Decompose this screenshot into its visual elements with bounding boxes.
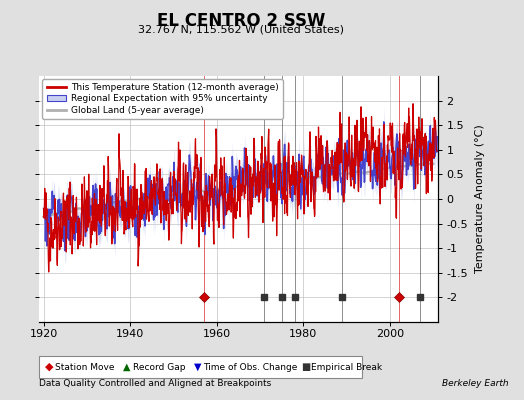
Text: Time of Obs. Change: Time of Obs. Change <box>203 362 298 372</box>
Text: ▼: ▼ <box>194 362 201 372</box>
Text: Berkeley Earth: Berkeley Earth <box>442 379 508 388</box>
Text: ■: ■ <box>301 362 311 372</box>
Text: Station Move: Station Move <box>55 362 115 372</box>
Legend: This Temperature Station (12-month average), Regional Expectation with 95% uncer: This Temperature Station (12-month avera… <box>42 79 283 119</box>
Text: EL CENTRO 2 SSW: EL CENTRO 2 SSW <box>157 12 325 30</box>
Y-axis label: Temperature Anomaly (°C): Temperature Anomaly (°C) <box>475 125 485 273</box>
Text: Empirical Break: Empirical Break <box>311 362 382 372</box>
Text: Record Gap: Record Gap <box>133 362 185 372</box>
Text: ◆: ◆ <box>45 362 53 372</box>
Text: 32.767 N, 115.562 W (United States): 32.767 N, 115.562 W (United States) <box>138 24 344 34</box>
Text: ▲: ▲ <box>123 362 130 372</box>
Text: Data Quality Controlled and Aligned at Breakpoints: Data Quality Controlled and Aligned at B… <box>39 379 271 388</box>
